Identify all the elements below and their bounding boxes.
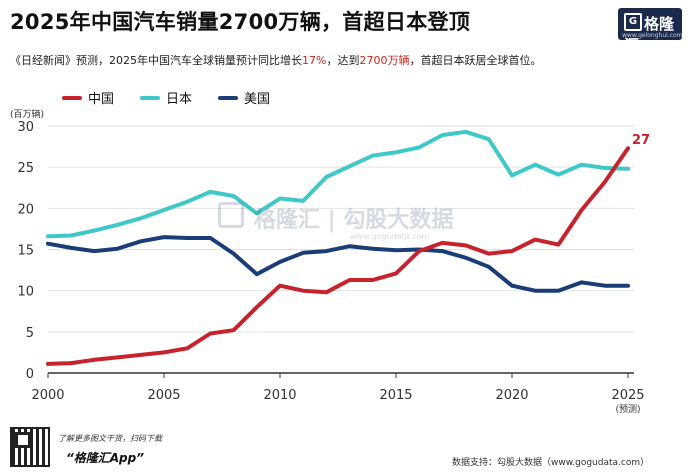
legend-item-usa: 美国 bbox=[218, 88, 270, 107]
y-tick-label-15: 15 bbox=[17, 244, 34, 259]
watermark-url: www.gogudata.com bbox=[350, 232, 430, 241]
qr-code-icon[interactable] bbox=[10, 427, 50, 467]
legend-item-china: 中国 bbox=[62, 88, 114, 107]
series-line-japan bbox=[46, 129, 630, 239]
x-tick-label-2015: 2015 bbox=[379, 388, 412, 403]
x-tick-label-2005: 2005 bbox=[147, 388, 180, 403]
y-tick-label-30: 30 bbox=[17, 120, 34, 135]
page-title: 2025年中国汽车销量2700万辆，首超日本登顶 bbox=[10, 10, 471, 34]
watermark-logo-icon bbox=[218, 202, 244, 228]
data-source: 数据支持：勾股大数据（www.gogudata.com） bbox=[452, 458, 650, 468]
y-tick-label-10: 10 bbox=[17, 285, 34, 300]
x-tick-label-2000: 2000 bbox=[31, 388, 64, 403]
data-label-china-2025: 27 bbox=[632, 133, 650, 148]
subtitle-text-3: ，首超日本跃居全球首位。 bbox=[409, 54, 542, 67]
page-subtitle: 《日经新闻》预测，2025年中国汽车全球销量预计同比增长17%，达到2700万辆… bbox=[10, 52, 541, 68]
y-axis-label: (百万辆) bbox=[10, 108, 44, 120]
subtitle-highlight-growth: 17% bbox=[302, 54, 327, 67]
y-tick-label-5: 5 bbox=[26, 326, 34, 341]
watermark: 格隆汇 | 勾股大数据 www.gogudata.com bbox=[218, 198, 488, 244]
legend-label-usa: 美国 bbox=[244, 92, 271, 107]
x-tick-note: (预测) bbox=[615, 404, 640, 415]
legend-item-japan: 日本 bbox=[140, 88, 192, 107]
subtitle-text-1: 《日经新闻》预测，2025年中国汽车全球销量预计同比增长 bbox=[10, 54, 302, 67]
footer-app-name: “格隆汇App” bbox=[66, 451, 144, 465]
legend-swatch-japan bbox=[140, 95, 161, 100]
footer: 了解更多图文干货，扫码下载 “格隆汇App” 数据支持：勾股大数据（www.go… bbox=[0, 425, 690, 473]
legend-label-china: 中国 bbox=[88, 92, 115, 107]
y-tick-label-20: 20 bbox=[17, 202, 34, 217]
subtitle-text-2: ，达到 bbox=[326, 54, 360, 67]
brand-logo-text: 格隆汇 bbox=[624, 15, 675, 54]
x-tick-label-2025: 2025 bbox=[611, 388, 644, 403]
x-tick-label-2010: 2010 bbox=[263, 388, 296, 403]
chart-legend: 中国 日本 美国 bbox=[62, 88, 270, 107]
legend-swatch-usa bbox=[218, 95, 239, 100]
brand-g-icon: G bbox=[624, 13, 642, 31]
y-tick-label-25: 25 bbox=[17, 161, 34, 176]
subtitle-highlight-volume: 2700万辆 bbox=[359, 54, 410, 67]
footer-promo: 了解更多图文干货，扫码下载 bbox=[58, 434, 162, 443]
series-line-usa bbox=[46, 235, 630, 293]
series-line-china bbox=[46, 146, 630, 366]
watermark-text: 格隆汇 | 勾股大数据 bbox=[254, 208, 454, 233]
y-tick-label-0: 0 bbox=[26, 367, 34, 382]
legend-label-japan: 日本 bbox=[166, 92, 193, 107]
brand-logo[interactable]: G 格隆汇 www.gelonghui.com bbox=[618, 8, 683, 54]
brand-logo-mark: G 格隆汇 bbox=[624, 13, 682, 55]
brand-url: www.gelonghui.com bbox=[622, 32, 683, 39]
x-tick-label-2020: 2020 bbox=[495, 388, 528, 403]
legend-swatch-china bbox=[62, 95, 82, 100]
